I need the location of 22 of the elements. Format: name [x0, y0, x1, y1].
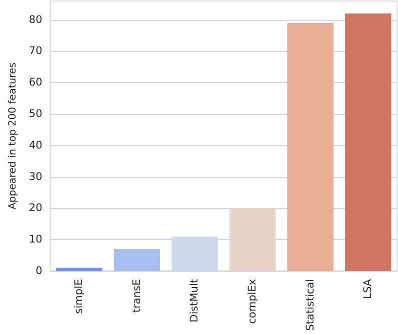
bar — [172, 236, 218, 271]
y-tick-label: 60 — [28, 76, 42, 89]
bar — [114, 249, 160, 271]
x-tick-label: LSA — [362, 278, 374, 299]
y-tick-label: 0 — [36, 265, 42, 277]
x-tick-label: Statistical — [304, 279, 316, 331]
y-tick-label: 10 — [28, 234, 42, 246]
y-tick-label: 20 — [28, 202, 42, 214]
y-tick-label: 30 — [28, 170, 42, 183]
y-tick-label: 70 — [28, 45, 42, 58]
bar — [229, 208, 276, 271]
y-tick-label: 80 — [28, 14, 42, 26]
x-tick-label: complEx — [246, 279, 259, 324]
bar — [287, 22, 334, 271]
bar — [344, 14, 392, 271]
y-tick-label: 50 — [28, 108, 42, 120]
x-tick-label: DistMult — [188, 279, 201, 322]
y-tick-label: 40 — [28, 139, 42, 152]
y-axis-title: Appeared in top 200 features — [8, 62, 18, 210]
x-tick-label: transE — [130, 279, 143, 313]
x-tick-label: simplE — [73, 279, 86, 314]
bar — [56, 268, 102, 271]
